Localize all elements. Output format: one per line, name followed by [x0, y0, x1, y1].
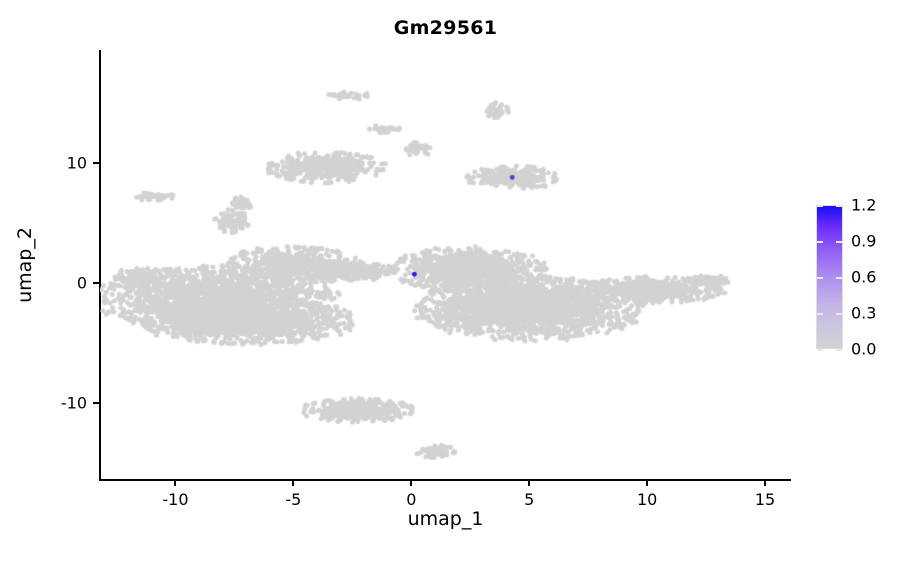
y-tick-label: 10 — [66, 153, 87, 173]
y-tick-mark — [93, 161, 99, 164]
x-axis-label: umap_1 — [407, 508, 484, 530]
colorbar-tick-label: 1.2 — [851, 195, 877, 215]
scatter-point-cloud — [100, 50, 791, 480]
plot-axes: -10 -5 0 5 10 15 10 0 -10 — [61, 50, 791, 509]
colorbar-tick-mark — [817, 349, 823, 351]
x-tick-mark — [174, 480, 177, 486]
x-tick-label: -10 — [162, 490, 189, 509]
y-tick-mark — [93, 402, 99, 405]
x-tick-mark — [528, 480, 531, 486]
colorbar-tick-mark — [836, 349, 842, 351]
y-tick-label: -10 — [60, 393, 87, 413]
x-tick-label: -5 — [285, 490, 302, 509]
x-tick-mark — [646, 480, 649, 486]
colorbar-tick-mark — [836, 313, 842, 315]
colorbar-tick-mark — [836, 241, 842, 243]
x-tick-label: 10 — [636, 490, 658, 509]
x-axis-spine — [99, 479, 791, 481]
y-tick-mark — [93, 282, 99, 285]
colorbar-tick-label: 0.9 — [851, 231, 877, 251]
colorbar-tick-label: 0.0 — [851, 339, 877, 359]
page-title: Gm29561 — [393, 17, 498, 39]
colorbar-tick-mark — [817, 277, 823, 279]
colorbar-tick-mark — [817, 313, 823, 315]
x-tick-mark — [410, 480, 413, 486]
colorbar-tick-label: 0.6 — [851, 267, 877, 287]
x-tick-mark — [292, 480, 295, 486]
colorbar-tick-label: 0.3 — [851, 303, 877, 323]
colorbar-tick-mark — [836, 205, 842, 207]
colorbar-tick-mark — [817, 241, 823, 243]
colorbar-tick-mark — [817, 205, 823, 207]
x-tick-label: 0 — [406, 490, 417, 509]
y-tick-label: 0 — [76, 273, 87, 293]
x-tick-label: 5 — [524, 490, 535, 509]
colorbar-tick-mark — [836, 277, 842, 279]
y-axis-label: umap_2 — [14, 227, 36, 303]
x-tick-mark — [764, 480, 767, 486]
x-tick-label: 15 — [754, 490, 776, 509]
